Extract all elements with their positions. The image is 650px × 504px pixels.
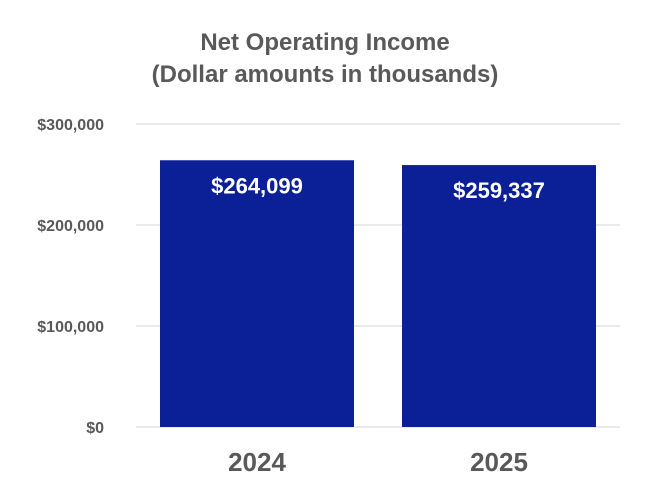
x-tick-label-2024: 2024: [228, 447, 286, 477]
bar-2024: [160, 160, 354, 427]
y-tick-label: $0: [86, 420, 104, 437]
chart-title-line-2: (Dollar amounts in thousands): [152, 61, 499, 88]
y-tick-label: $300,000: [37, 117, 104, 134]
y-tick-label: $100,000: [37, 319, 104, 336]
data-label-2025: $259,337: [453, 178, 545, 203]
bar-2025: [402, 165, 596, 427]
y-tick-label: $200,000: [37, 218, 104, 235]
x-tick-label-2025: 2025: [470, 447, 528, 477]
bar-data-labels: $264,099 $259,337: [211, 173, 545, 203]
x-axis-tick-labels: 2024 2025: [228, 447, 528, 477]
bars: [160, 160, 596, 427]
y-axis-tick-labels: $0 $100,000 $200,000 $300,000: [37, 117, 104, 437]
chart-title-line-1: Net Operating Income: [200, 29, 449, 56]
chart-title: Net Operating Income (Dollar amounts in …: [152, 29, 499, 88]
data-label-2024: $264,099: [211, 173, 303, 198]
